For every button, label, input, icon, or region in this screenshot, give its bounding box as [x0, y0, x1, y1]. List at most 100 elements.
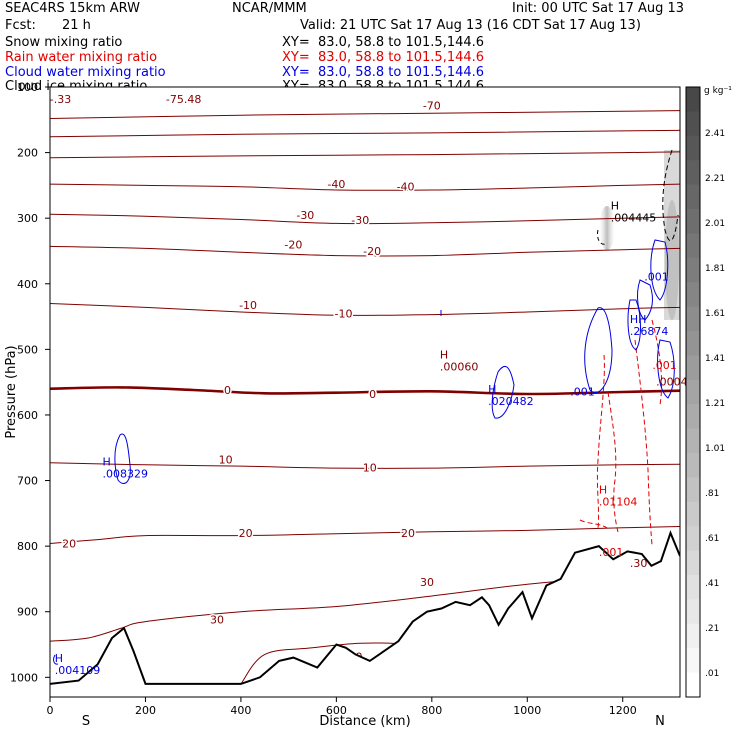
forecast-label: Fcst:	[5, 18, 36, 33]
cloud-contour-9	[53, 654, 59, 665]
temperature-contour-8	[50, 462, 680, 469]
high-marker-2: H	[488, 383, 496, 396]
value-annotation-4: .01104	[599, 495, 638, 508]
south-end-label: S	[82, 714, 90, 729]
temperature-contour-5	[50, 245, 680, 257]
y-tick-label-7: 800	[17, 540, 38, 553]
value-annotation-3: .008329	[103, 467, 149, 480]
high-marker-1: H	[440, 348, 448, 361]
value-annotation-9: .001	[652, 359, 677, 372]
value-annotation-1: .00060	[440, 360, 479, 373]
y-tick-label-4: 500	[17, 343, 38, 356]
colorbar-segment-14	[686, 428, 700, 454]
high-marker-12: HH	[630, 313, 647, 326]
colorbar-segment-3	[686, 160, 700, 186]
temperature-label-16: 20	[239, 527, 253, 540]
high-marker-5: H	[55, 652, 63, 665]
y-tick-label-6: 700	[17, 475, 38, 488]
colorbar-segment-6	[686, 233, 700, 259]
colorbar-segment-15	[686, 453, 700, 478]
value-annotation-0: .004445	[611, 211, 657, 224]
terrain-line	[50, 530, 680, 685]
field-xy-snow: XY= 83.0, 58.8 to 101.5,144.6	[282, 35, 485, 50]
temperature-contour-9	[50, 526, 680, 544]
colorbar-label-3: 1.81	[705, 264, 725, 274]
colorbar-segment-2	[686, 135, 700, 161]
colorbar-label-11: .21	[705, 624, 719, 634]
colorbar-segment-13	[686, 404, 700, 430]
colorbar-segment-10	[686, 331, 700, 356]
value-annotation-12: .26874	[630, 325, 669, 338]
colorbar-segment-8	[686, 282, 700, 308]
temperature-label-13: 10	[219, 454, 233, 467]
field-name-snow: Snow mixing ratio	[5, 35, 123, 50]
model-title: SEAC4RS 15km ARW	[5, 1, 141, 16]
x-tick-label-3: 600	[326, 704, 347, 717]
value-annotation-10: .30	[630, 557, 648, 570]
temperature-label-6: -30	[351, 214, 369, 227]
colorbar-segment-12	[686, 379, 700, 405]
x-tick-label-6: 1200	[609, 704, 637, 717]
value-annotation-11: .0004	[656, 375, 688, 388]
plot-frame	[49, 86, 681, 698]
field-name-cloud-water: Cloud water mixing ratio	[5, 65, 166, 80]
snow-shade-3	[665, 200, 679, 320]
temperature-label-8: -20	[363, 245, 381, 258]
y-tick-label-8: 900	[17, 606, 38, 619]
temperature-contour-3	[50, 183, 680, 191]
colorbar-segment-23	[686, 648, 700, 674]
y-tick-label-1: 200	[17, 147, 38, 160]
colorbar-label-5: 1.41	[705, 354, 725, 364]
ice-contour-2	[597, 229, 607, 245]
colorbar-segment-4	[686, 184, 700, 210]
colorbar-label-0: 2.41	[705, 129, 725, 139]
value-annotation-6: .001	[644, 270, 669, 283]
colorbar-label-6: 1.21	[705, 399, 725, 409]
x-tick-label-1: 200	[135, 704, 156, 717]
temperature-label-7: -20	[284, 238, 302, 251]
snow-shading	[599, 150, 680, 320]
cloud-contour-7	[657, 339, 675, 399]
cloud-contour-4	[637, 279, 653, 321]
temperature-contour-4	[50, 213, 680, 225]
y-tick-label-9: 1000	[10, 671, 38, 684]
cloud-contour-5	[650, 239, 669, 301]
temperature-label-17: 20	[401, 527, 415, 540]
colorbar-label-12: .01	[705, 669, 719, 679]
colorbar-label-1: 2.21	[705, 174, 725, 184]
north-end-label: N	[655, 714, 665, 729]
colorbar-segment-1	[686, 111, 700, 137]
field-name-rain: Rain water mixing ratio	[5, 50, 158, 65]
temperature-label-4: -40	[397, 181, 415, 194]
colorbar-segment-11	[686, 355, 700, 381]
temperature-label-11: 0	[224, 384, 231, 397]
colorbar-label-2: 2.01	[705, 219, 725, 229]
colorbar-segment-24	[686, 672, 700, 698]
colorbar-label-10: .41	[705, 579, 719, 589]
colorbar-segment-16	[686, 477, 700, 503]
valid-time: Valid: 21 UTC Sat 17 Aug 13 (16 CDT Sat …	[300, 18, 641, 33]
temperature-label-18: 30	[210, 614, 224, 627]
temperature-contour-7	[50, 386, 680, 396]
colorbar-segment-22	[686, 623, 700, 649]
colorbar-label-4: 1.61	[705, 309, 725, 319]
field-xy-rain: XY= 83.0, 58.8 to 101.5,144.6	[282, 50, 485, 65]
cloud-contour-3	[584, 307, 613, 393]
temperature-label-1: -.33	[50, 93, 71, 106]
cloud-contour-2	[491, 365, 515, 419]
colorbar-segment-21	[686, 599, 700, 625]
colorbar-segment-17	[686, 501, 700, 527]
temperature-label-9: -10	[239, 299, 257, 312]
terrain-fill	[50, 533, 680, 697]
forecast-hours: 21 h	[62, 18, 91, 33]
cloud-ice-contours	[597, 149, 679, 245]
field-xy-cloud-water: XY= 83.0, 58.8 to 101.5,144.6	[282, 65, 485, 80]
value-annotation-8: .001	[599, 546, 624, 559]
value-annotation-7: .001	[570, 385, 595, 398]
x-tick-label-0: 0	[47, 704, 54, 717]
temperature-label-15: 20	[62, 538, 76, 551]
colorbar-unit: g kg⁻¹	[704, 86, 732, 96]
colorbar-label-9: .61	[705, 534, 719, 544]
temperature-label-14: 10	[363, 461, 377, 474]
